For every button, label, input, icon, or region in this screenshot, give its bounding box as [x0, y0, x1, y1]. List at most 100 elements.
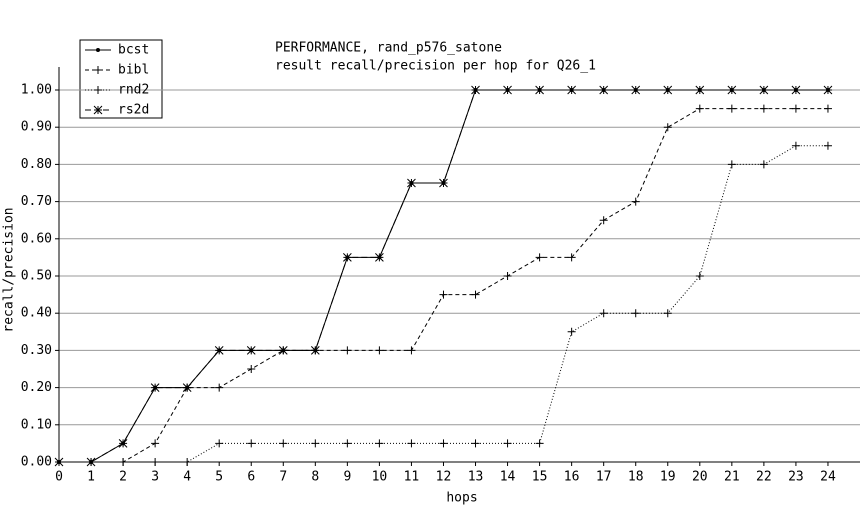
y-tick-label: 0.80	[21, 157, 52, 172]
point	[599, 309, 608, 318]
y-tick-label: 0.40	[21, 306, 52, 321]
point	[631, 197, 640, 206]
x-tick-label: 7	[279, 470, 287, 485]
legend-label: bcst	[118, 43, 149, 58]
x-tick-label: 0	[55, 470, 63, 485]
x-tick-label: 10	[372, 470, 388, 485]
point	[791, 104, 800, 113]
legend-marker	[93, 105, 103, 115]
point	[119, 458, 128, 466]
point	[599, 85, 609, 95]
point	[535, 253, 544, 262]
x-tick-label: 23	[788, 470, 804, 485]
point	[503, 272, 512, 280]
point	[695, 85, 705, 95]
x-tick-label: 11	[404, 470, 420, 485]
point	[151, 439, 160, 448]
point	[375, 346, 384, 355]
x-tick-label: 13	[468, 470, 484, 485]
x-tick-label: 16	[564, 470, 580, 485]
point	[599, 216, 608, 225]
point	[343, 346, 352, 355]
point	[791, 85, 801, 95]
point	[663, 85, 673, 95]
point	[343, 439, 352, 448]
point	[278, 346, 288, 355]
point	[150, 383, 160, 392]
x-tick-label: 5	[215, 470, 223, 485]
point	[759, 85, 769, 95]
point	[439, 439, 448, 448]
point	[215, 383, 224, 392]
y-tick-label: 0.60	[21, 231, 52, 246]
point	[823, 85, 833, 95]
point	[567, 85, 576, 95]
x-tick-label: 1	[87, 470, 95, 485]
x-axis-label: hops	[446, 491, 477, 506]
y-tick-label: 1.00	[21, 83, 52, 98]
point	[407, 346, 416, 355]
point	[247, 365, 256, 373]
point	[695, 272, 704, 280]
point	[535, 85, 544, 95]
point	[439, 290, 448, 299]
point	[151, 458, 160, 466]
y-tick-label: 0.30	[21, 343, 52, 358]
point	[246, 346, 256, 355]
point	[503, 85, 512, 95]
point	[375, 253, 384, 262]
y-tick-label: 0.70	[21, 194, 52, 209]
point	[631, 85, 641, 95]
x-tick-label: 24	[820, 470, 836, 485]
point	[823, 141, 832, 150]
x-tick-label: 12	[436, 470, 452, 485]
point	[279, 439, 288, 448]
point	[471, 290, 480, 299]
point	[631, 309, 640, 318]
legend-label: rnd2	[118, 83, 149, 98]
point	[471, 439, 480, 448]
point	[567, 327, 576, 336]
x-tick-label: 17	[596, 470, 612, 485]
point	[215, 439, 224, 448]
point	[247, 439, 256, 448]
y-axis-label: recall/precision	[2, 207, 17, 332]
point	[791, 141, 800, 150]
point	[182, 383, 192, 392]
x-tick-label: 14	[500, 470, 516, 485]
point	[407, 178, 416, 188]
point	[183, 458, 192, 466]
x-tick-label: 22	[756, 470, 772, 485]
point	[86, 457, 96, 467]
x-tick-label: 8	[311, 470, 319, 485]
point	[823, 104, 832, 113]
point	[727, 104, 736, 113]
point	[727, 85, 737, 95]
y-tick-label: 0.10	[21, 417, 52, 432]
y-tick-label: 0.00	[21, 455, 52, 470]
x-tick-label: 19	[660, 470, 676, 485]
point	[695, 104, 704, 113]
point	[727, 160, 736, 169]
point	[375, 439, 384, 448]
point	[759, 160, 768, 169]
point	[439, 178, 448, 188]
legend-marker	[96, 48, 100, 52]
chart-subtitle: result recall/precision per hop for Q26_…	[275, 59, 596, 74]
point	[311, 439, 320, 448]
legend-label: bibl	[118, 63, 149, 78]
legend-marker	[94, 66, 102, 74]
x-tick-label: 2	[119, 470, 127, 485]
legend-marker	[94, 86, 102, 94]
point	[663, 123, 672, 132]
x-tick-label: 9	[343, 470, 351, 485]
y-tick-label: 0.50	[21, 269, 52, 284]
x-tick-label: 4	[183, 470, 191, 485]
point	[663, 309, 672, 318]
x-tick-label: 3	[151, 470, 159, 485]
point	[567, 253, 576, 262]
point	[343, 253, 352, 262]
point	[118, 439, 128, 448]
point	[759, 104, 768, 113]
